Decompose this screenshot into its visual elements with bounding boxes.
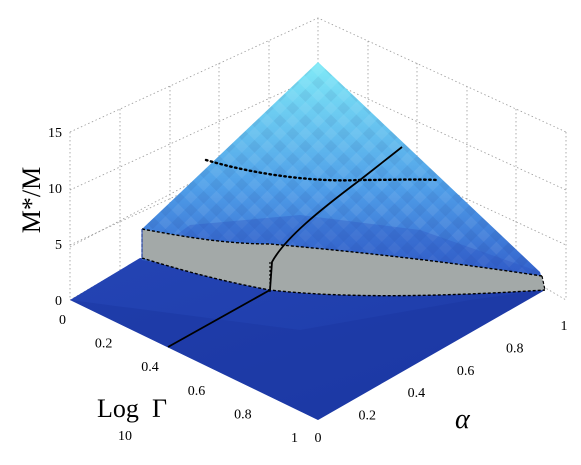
x-tick-label: 0.8 <box>234 407 252 422</box>
surface-raised-facets <box>142 62 545 290</box>
svg-text:Γ: Γ <box>152 394 167 423</box>
z-tick-label: 5 <box>55 238 62 253</box>
y-tick-label: 0.2 <box>358 409 376 424</box>
z-tick-label: 10 <box>48 182 62 197</box>
surface-floor-shade <box>70 290 545 420</box>
x-axis-label: Log 10 Γ <box>97 394 167 444</box>
x-tick-label: 1 <box>291 431 298 446</box>
x-tick-label: 0.2 <box>95 337 113 352</box>
contour-band-upper <box>141 228 543 277</box>
contour-band-right-edge <box>541 275 546 291</box>
z-axis-ticks: 0 5 10 15 <box>48 126 62 309</box>
y-tick-label: 1 <box>561 319 568 334</box>
y-tick-label: 0 <box>315 431 322 446</box>
y-axis-ticks: 0 0.2 0.4 0.6 0.8 1 <box>315 319 568 446</box>
y-tick-label: 0.4 <box>408 386 426 401</box>
contour-upper-dotted <box>204 158 440 182</box>
ridge-curve <box>167 146 403 348</box>
z-tick-label: 15 <box>48 126 62 141</box>
x-tick-label: 0 <box>59 313 66 328</box>
x-tick-label: 0.4 <box>141 360 159 375</box>
y-tick-label: 0.8 <box>506 341 524 356</box>
svg-text:Log: Log <box>97 394 139 423</box>
x-tick-label: 0.6 <box>188 384 206 399</box>
z-axis-label: M*/M <box>17 167 46 233</box>
surface-floor <box>70 258 545 420</box>
contour-band <box>142 229 545 296</box>
y-axis-label: α <box>455 404 471 435</box>
svg-text:10: 10 <box>118 429 132 444</box>
x-axis-ticks: 0 0.2 0.4 0.6 0.8 1 <box>59 313 298 446</box>
contour-band-lower <box>141 257 546 297</box>
z-tick-label: 0 <box>55 294 62 309</box>
y-tick-label: 0.6 <box>457 364 475 379</box>
